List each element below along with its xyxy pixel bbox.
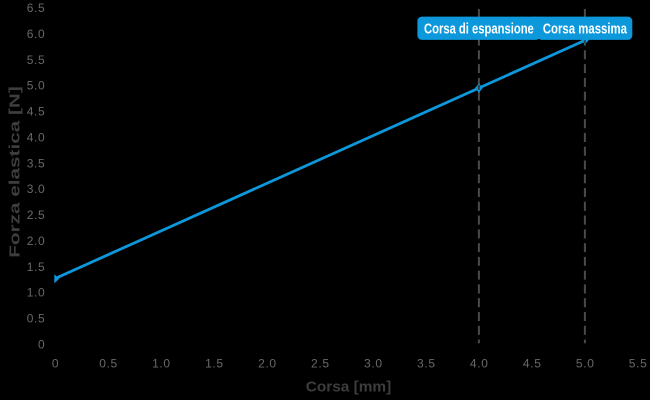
- svg-text:0.5: 0.5: [27, 312, 45, 326]
- svg-text:3.5: 3.5: [27, 156, 45, 170]
- svg-text:6.0: 6.0: [27, 27, 45, 41]
- svg-text:0: 0: [52, 357, 59, 371]
- svg-text:3.5: 3.5: [417, 357, 435, 371]
- svg-text:0: 0: [38, 338, 45, 352]
- svg-text:Corsa [mm]: Corsa [mm]: [306, 378, 392, 395]
- svg-text:5.5: 5.5: [629, 357, 647, 371]
- svg-text:2.5: 2.5: [311, 357, 329, 371]
- svg-text:2.0: 2.0: [258, 357, 276, 371]
- svg-text:1.5: 1.5: [205, 357, 223, 371]
- svg-text:5.0: 5.0: [576, 357, 594, 371]
- svg-text:5.5: 5.5: [27, 53, 45, 67]
- svg-text:Corsa di espansione: Corsa di espansione: [424, 21, 534, 37]
- svg-text:4.5: 4.5: [523, 357, 541, 371]
- svg-text:1.0: 1.0: [152, 357, 170, 371]
- svg-text:3.0: 3.0: [27, 182, 45, 196]
- svg-text:Forza elastica [N]: Forza elastica [N]: [7, 86, 24, 258]
- svg-text:5.0: 5.0: [27, 79, 45, 93]
- svg-text:0.5: 0.5: [99, 357, 117, 371]
- svg-text:2.0: 2.0: [27, 234, 45, 248]
- svg-text:1.0: 1.0: [27, 286, 45, 300]
- svg-text:1.5: 1.5: [27, 260, 45, 274]
- svg-text:Corsa massima: Corsa massima: [543, 21, 628, 37]
- svg-text:4.0: 4.0: [470, 357, 488, 371]
- svg-text:4.5: 4.5: [27, 105, 45, 119]
- svg-text:2.5: 2.5: [27, 208, 45, 222]
- svg-text:3.0: 3.0: [364, 357, 382, 371]
- svg-text:4.0: 4.0: [27, 131, 45, 145]
- svg-text:6.5: 6.5: [27, 1, 45, 15]
